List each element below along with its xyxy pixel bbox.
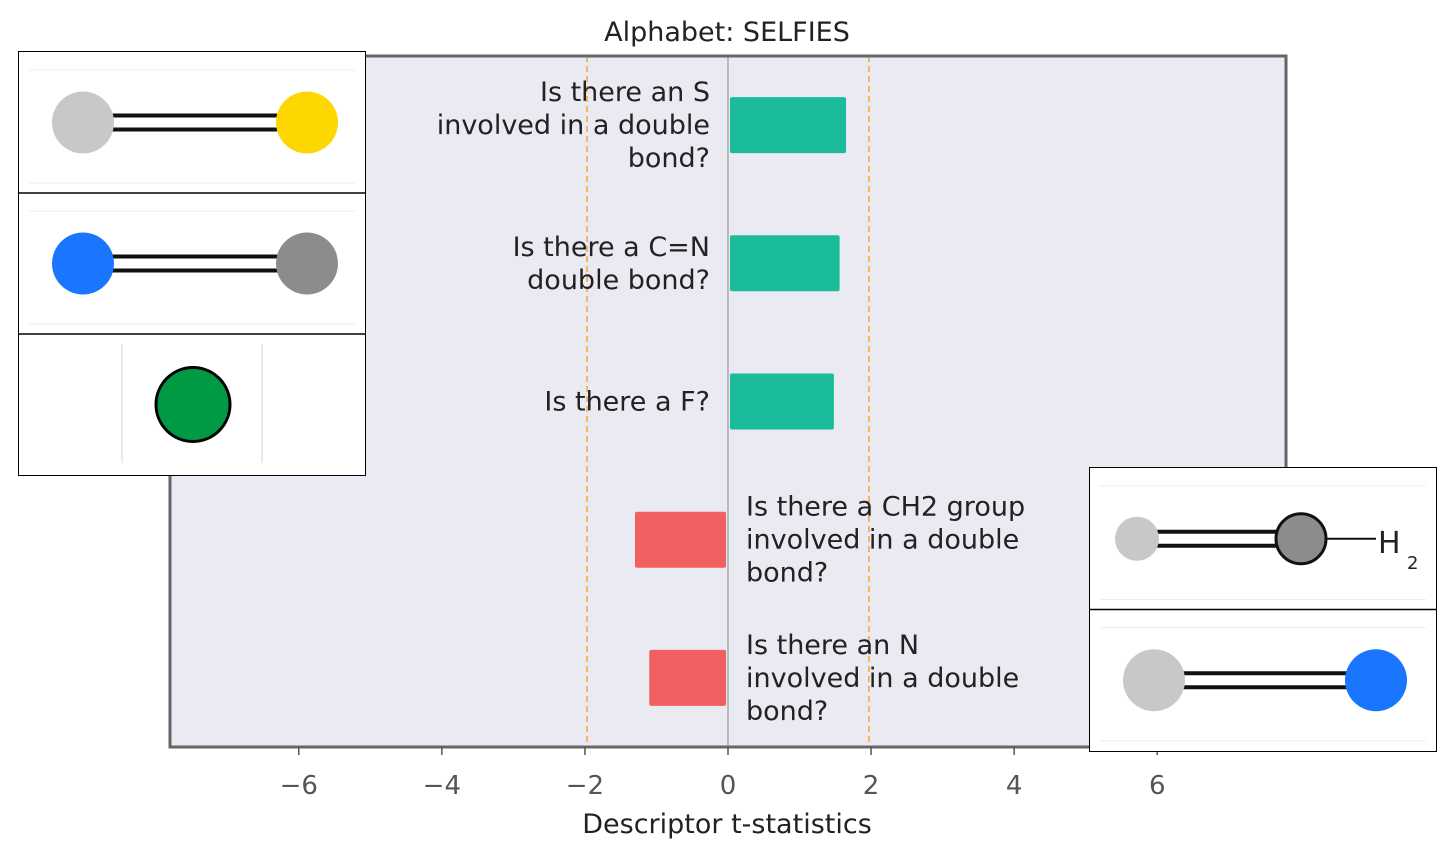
x-tick-label-3: 0: [720, 771, 737, 801]
x-tick-label-2: −2: [566, 771, 604, 801]
bar-label-1: Is there a C=N double bond?: [513, 232, 710, 296]
molecule-right-1: [1090, 608, 1436, 742]
bar-label-3: Is there a CH2 group involved in a double…: [746, 492, 1025, 589]
molecule-panel-left: [18, 51, 366, 476]
bar-0: [730, 97, 847, 154]
atom-N: [52, 232, 114, 295]
svg-text:H: H: [1378, 526, 1401, 561]
x-tick-label-4: 2: [863, 771, 880, 801]
atom-F: [154, 366, 232, 443]
atom-C: [52, 91, 114, 154]
molecule-left-1: [19, 192, 365, 325]
molecule-left-0: [29, 69, 355, 184]
x-tick-label-0: −6: [280, 771, 318, 801]
atom-C: [1123, 649, 1185, 712]
chart-title: Alphabet: SELFIES: [604, 17, 850, 48]
x-tick-label-5: 4: [1006, 771, 1023, 801]
x-tick-label-6: 6: [1149, 771, 1166, 801]
molecule-right-0: H2: [1100, 485, 1426, 600]
bar-2: [730, 373, 834, 430]
atom-S: [276, 91, 338, 154]
atom-C: [1274, 512, 1328, 566]
molecule-left-2: [19, 333, 365, 463]
molecule-images-left: [19, 69, 365, 463]
bar-1: [730, 235, 840, 292]
atom-N: [1345, 649, 1407, 712]
svg-text:2: 2: [1407, 553, 1418, 574]
atom-C: [276, 232, 338, 295]
x-axis-label: Descriptor t-statistics: [582, 809, 872, 840]
bar-label-2: Is there a F?: [544, 387, 710, 418]
x-tick-label-1: −4: [423, 771, 461, 801]
bar-3: [635, 511, 726, 568]
bar-4: [649, 649, 726, 706]
molecule-images-right: H2: [1090, 485, 1436, 742]
atom-C: [1115, 516, 1159, 561]
